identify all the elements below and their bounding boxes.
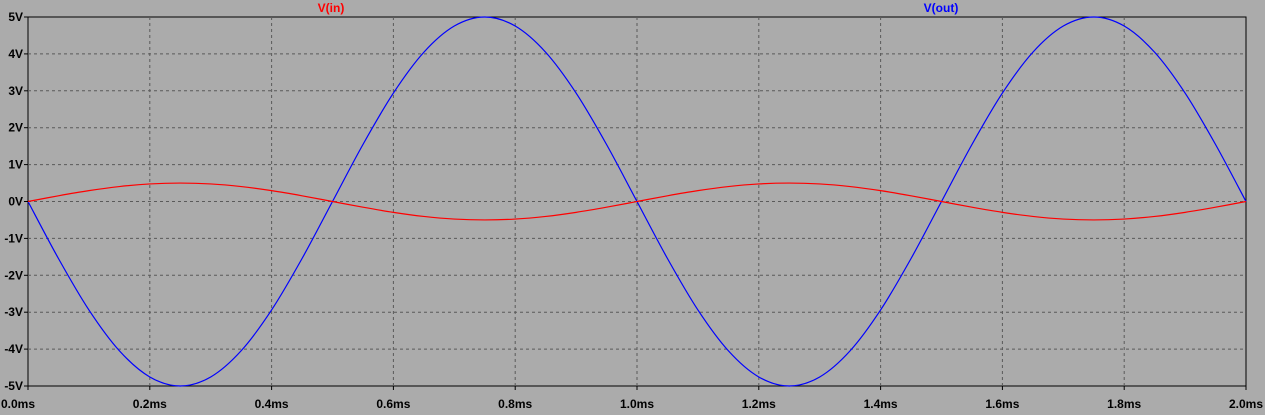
y-axis: 5V 4V 3V 2V 1V 0V -1V -2V -3V -4V -5V (4, 10, 28, 393)
legend-label-vin[interactable]: V(in) (318, 1, 345, 15)
y-tick-label: -4V (4, 342, 23, 356)
x-tick-label: 1.4ms (864, 397, 898, 411)
y-tick-label: 4V (8, 47, 23, 61)
x-tick-label: 1.8ms (1107, 397, 1141, 411)
y-tick-label: -2V (4, 268, 23, 282)
y-tick-label: 0V (8, 195, 23, 209)
series-traces (27, 16, 1247, 387)
y-tick-label: -5V (4, 379, 23, 393)
x-tick-label: 0.2ms (133, 397, 167, 411)
y-tick-label: 2V (8, 121, 23, 135)
x-axis: 0.0ms 0.2ms 0.4ms 0.6ms 0.8ms 1.0ms 1.2ms 1.4ms… (1, 386, 1263, 411)
x-tick-label: 0.8ms (498, 397, 532, 411)
y-tick-label: 5V (8, 10, 23, 24)
x-tick-label: 0.0ms (1, 397, 35, 411)
x-tick-label: 1.2ms (742, 397, 776, 411)
y-tick-label: -1V (4, 231, 23, 245)
grid-lines (28, 17, 1246, 386)
x-tick-label: 1.6ms (985, 397, 1019, 411)
y-tick-label: 3V (8, 84, 23, 98)
x-tick-label: 0.4ms (255, 397, 289, 411)
x-tick-label: 1.0ms (620, 397, 654, 411)
y-tick-label: 1V (8, 158, 23, 172)
legend: V(in) V(out) (318, 1, 959, 15)
x-tick-label: 2.0ms (1229, 397, 1263, 411)
x-tick-label: 0.6ms (376, 397, 410, 411)
legend-label-vout[interactable]: V(out) (924, 1, 959, 15)
series-line-vin[interactable] (27, 182, 1247, 221)
y-tick-label: -3V (4, 305, 23, 319)
